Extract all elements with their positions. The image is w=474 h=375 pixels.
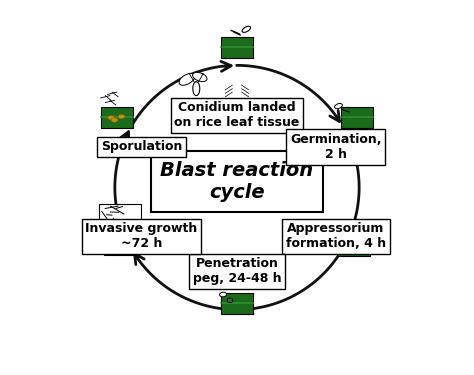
Bar [221, 293, 253, 314]
Text: Appressorium
formation, 4 h: Appressorium formation, 4 h [286, 222, 386, 251]
Ellipse shape [242, 26, 250, 32]
Text: Sporulation: Sporulation [101, 140, 182, 153]
Ellipse shape [115, 244, 121, 249]
Ellipse shape [340, 238, 346, 244]
Ellipse shape [332, 232, 340, 236]
Bar [100, 107, 133, 128]
Ellipse shape [227, 298, 233, 303]
Ellipse shape [108, 116, 115, 120]
Bar [100, 204, 141, 234]
Ellipse shape [193, 82, 200, 96]
Bar [104, 234, 137, 255]
Ellipse shape [192, 72, 207, 82]
Text: Penetration
peg, 24-48 h: Penetration peg, 24-48 h [193, 257, 281, 285]
Bar [221, 38, 253, 58]
Ellipse shape [111, 118, 118, 122]
Ellipse shape [118, 114, 125, 119]
Text: Blast reaction
cycle: Blast reaction cycle [160, 161, 314, 202]
Ellipse shape [121, 241, 128, 246]
Ellipse shape [179, 74, 195, 85]
Bar [341, 107, 374, 128]
Text: Germination,
2 h: Germination, 2 h [290, 133, 382, 161]
Ellipse shape [335, 104, 342, 109]
Bar [337, 235, 370, 256]
Text: Invasive growth
~72 h: Invasive growth ~72 h [85, 222, 198, 251]
Ellipse shape [111, 242, 118, 247]
Ellipse shape [219, 292, 227, 297]
Text: Conidium landed
on rice leaf tissue: Conidium landed on rice leaf tissue [174, 101, 300, 129]
